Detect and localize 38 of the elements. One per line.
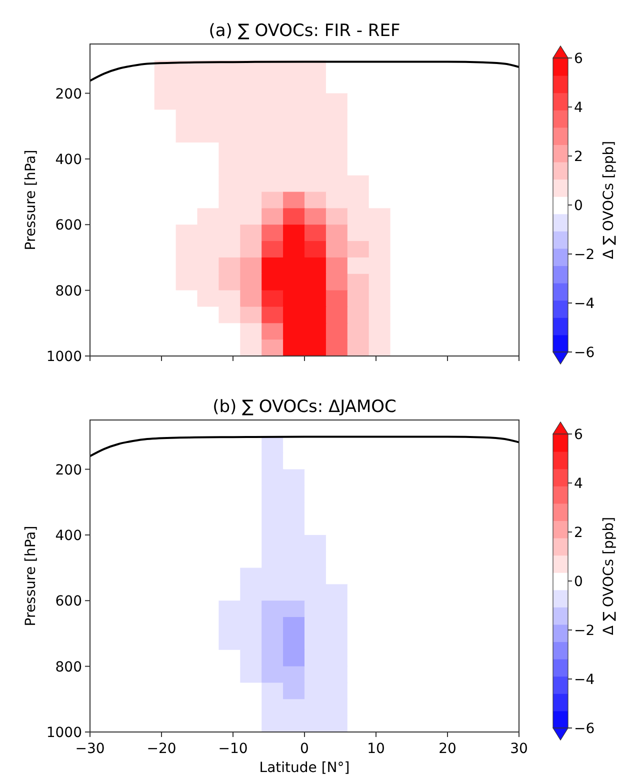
y-tick-label: 600 (55, 218, 82, 234)
x-axis-title: Latitude [N°] (259, 760, 350, 776)
x-tick-label: 30 (510, 741, 528, 757)
y-tick-label: 1000 (46, 725, 82, 741)
x-tick-label: −20 (146, 741, 176, 757)
x-tick-label: 10 (367, 741, 385, 757)
chart-title: (b) ∑ OVOCs: ΔJAMOC (212, 397, 396, 417)
color-bar-label: −6 (574, 721, 595, 737)
color-bar-label: 0 (574, 574, 583, 590)
y-tick-label: 600 (55, 594, 82, 610)
y-tick-label: 800 (55, 659, 82, 676)
color-bar-label: −4 (574, 296, 595, 312)
color-bar-label: 4 (574, 476, 583, 492)
color-bar-label: −2 (574, 623, 595, 639)
color-bar-title: Δ ∑ OVOCs [ppb] (601, 140, 617, 260)
color-bar-label: −6 (574, 345, 595, 361)
color-bar-title: Δ ∑ OVOCs [ppb] (601, 516, 617, 636)
y-axis-title: Pressure [hPa] (23, 526, 39, 626)
y-tick-label: 200 (55, 86, 82, 102)
y-axis-title: Pressure [hPa] (23, 150, 39, 250)
color-bar-label: 0 (574, 198, 583, 214)
color-bar-label: −2 (574, 247, 595, 263)
chart-title: (a) ∑ OVOCs: FIR - REF (208, 21, 400, 41)
y-tick-label: 400 (55, 152, 82, 168)
x-tick-label: −10 (218, 741, 248, 757)
x-tick-label: 0 (300, 741, 309, 757)
x-tick-label: 20 (438, 741, 456, 757)
color-bar-label: 6 (574, 51, 583, 67)
y-tick-label: 800 (55, 283, 82, 300)
color-bar-label: 6 (574, 427, 583, 443)
y-tick-label: 400 (55, 528, 82, 544)
x-tick-label: −30 (75, 741, 105, 757)
y-tick-label: 200 (55, 462, 82, 478)
y-tick-label: 1000 (46, 349, 82, 365)
color-bar-label: 4 (574, 100, 583, 116)
color-bar-label: −4 (574, 672, 595, 688)
color-bar-label: 2 (574, 149, 583, 165)
color-bar-label: 2 (574, 525, 583, 541)
